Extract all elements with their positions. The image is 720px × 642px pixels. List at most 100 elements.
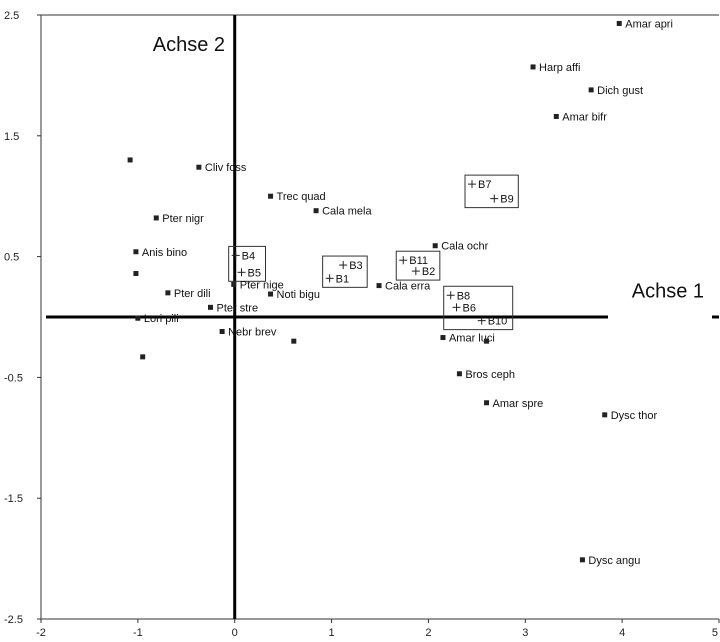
- species-point: [484, 338, 490, 344]
- x-tick-label: 3: [522, 627, 528, 639]
- site-group-box: [443, 285, 514, 331]
- x-tick-label: 2: [425, 627, 431, 639]
- species-point: [127, 157, 133, 163]
- species-label: Noti bigu: [277, 289, 320, 301]
- species-point: [153, 215, 159, 221]
- species-point: [579, 557, 585, 563]
- x-tick-label: 5: [712, 627, 718, 639]
- site-group-box: [228, 245, 266, 282]
- y-axis-title: Achse 2: [153, 34, 225, 56]
- species-point: [616, 20, 622, 26]
- site-point: [231, 251, 240, 260]
- species-point: [456, 371, 462, 377]
- species-label: Dysc angu: [588, 555, 640, 567]
- species-point: [135, 315, 141, 321]
- species-point: [268, 193, 274, 199]
- site-label: B2: [422, 266, 435, 278]
- species-label: Pter nigr: [162, 213, 204, 225]
- species-label: Cala erra: [385, 281, 431, 293]
- site-point: [399, 256, 408, 265]
- species-label: Cliv foss: [205, 162, 247, 174]
- species-point: [588, 87, 594, 93]
- tick-marks: [37, 14, 720, 623]
- site-label: B1: [336, 273, 349, 285]
- species-point: [219, 328, 225, 334]
- site-label: B9: [500, 194, 513, 206]
- site-point: [411, 267, 420, 276]
- site-group-box: [395, 250, 441, 281]
- y-tick-label: -0.5: [4, 372, 23, 384]
- data-points: Amar apri Harp affi Dich gust Amar bifr Cliv…: [127, 18, 673, 567]
- species-label: Amar spre: [493, 398, 544, 410]
- species-point: [291, 338, 297, 344]
- site-label: B8: [457, 290, 470, 302]
- species-point: [231, 281, 237, 287]
- species-label: Dich gust: [597, 85, 643, 97]
- site-point: [490, 194, 499, 203]
- species-point: [165, 290, 171, 296]
- site-point: [446, 291, 455, 300]
- site-group-box: [322, 255, 368, 288]
- species-label: Nebr brev: [228, 326, 277, 338]
- site-point: [325, 274, 334, 283]
- species-label: Cala ochr: [441, 241, 488, 253]
- species-point: [133, 271, 139, 277]
- y-tick-label: 2.5: [4, 10, 19, 22]
- species-point: [268, 291, 274, 297]
- y-tick-label: -1.5: [4, 493, 23, 505]
- species-point: [432, 243, 438, 249]
- site-label: B4: [242, 250, 255, 262]
- species-label: Trec quad: [277, 191, 326, 203]
- species-point: [313, 208, 319, 214]
- species-point: [440, 335, 446, 341]
- y-tick-label: 0.5: [4, 252, 19, 264]
- site-group-box: [464, 174, 519, 209]
- tick-labels: -2 -1 0 1 2 3 4 5 2.5 1.5 0.5 -0.5 -1.5 -2.5: [4, 10, 718, 639]
- site-point: [452, 303, 461, 312]
- x-tick-label: -2: [36, 627, 46, 639]
- site-point: [237, 268, 246, 277]
- x-tick-label: 0: [232, 627, 238, 639]
- zero-axes: [46, 15, 719, 619]
- species-label: Amar apri: [625, 18, 673, 30]
- plot-frame: [40, 14, 719, 620]
- x-axis-title-gap: [608, 313, 712, 321]
- species-label: Pter nige: [240, 279, 284, 291]
- species-point: [208, 304, 213, 310]
- x-tick-label: 1: [329, 627, 335, 639]
- site-label: B5: [247, 267, 260, 279]
- species-point: [602, 412, 608, 418]
- site-group-boxes: [228, 174, 519, 331]
- species-label: Harp affi: [539, 62, 580, 74]
- species-point: [196, 164, 202, 170]
- species-label: Bros ceph: [465, 369, 515, 381]
- x-tick-label: 4: [619, 627, 625, 639]
- site-label: B3: [349, 260, 362, 272]
- species-label: Amar luci: [449, 333, 495, 345]
- species-label: Cala mela: [322, 206, 372, 218]
- species-label: Anis bino: [142, 247, 187, 259]
- site-point: [477, 316, 486, 325]
- species-label: Lori pili: [144, 313, 179, 325]
- site-point: [339, 261, 348, 270]
- site-label: B6: [463, 302, 476, 314]
- species-point: [553, 113, 559, 119]
- species-point: [484, 400, 490, 406]
- site-point: [468, 180, 477, 189]
- species-point: [133, 249, 139, 255]
- species-label: Pter dili: [174, 288, 211, 300]
- x-tick-label: -1: [133, 627, 143, 639]
- site-label: B7: [478, 179, 491, 191]
- species-point: [140, 354, 146, 360]
- y-tick-label: 1.5: [4, 131, 19, 143]
- site-label: B11: [409, 255, 428, 267]
- species-label: Pter stre: [217, 302, 259, 314]
- site-label: B10: [488, 316, 508, 328]
- x-axis-title: Achse 1: [632, 281, 704, 303]
- species-point: [376, 283, 382, 289]
- species-point: [530, 64, 536, 70]
- y-tick-label: -2.5: [4, 614, 23, 626]
- species-label: Amar bifr: [562, 111, 607, 123]
- species-label: Dysc thor: [611, 410, 658, 422]
